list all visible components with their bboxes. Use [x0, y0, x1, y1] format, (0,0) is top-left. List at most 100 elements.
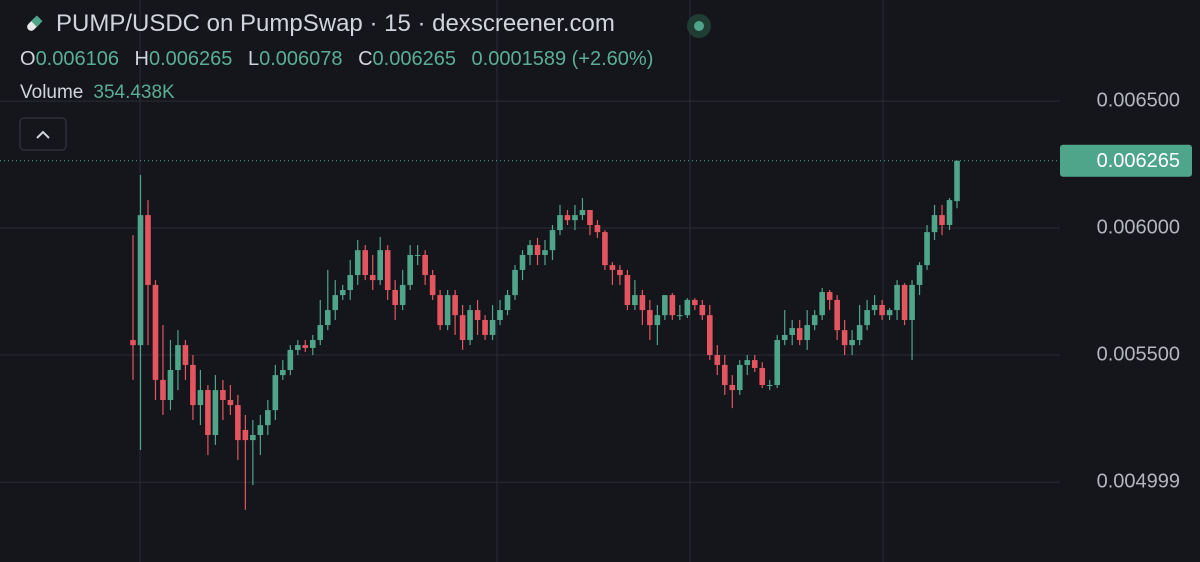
candle-body	[220, 390, 226, 400]
candle-body	[624, 275, 631, 305]
candle-body	[721, 364, 728, 385]
candle-body	[474, 310, 481, 320]
grid-verticals	[139, 0, 884, 562]
status-dot	[694, 21, 704, 31]
candle-body	[130, 340, 136, 346]
volume-label: Volume	[20, 82, 84, 103]
last-price-box	[1060, 144, 1192, 177]
candle-body	[519, 254, 526, 270]
candle-body	[452, 295, 458, 316]
legend-value: 0.006078	[259, 48, 343, 70]
candle-body	[849, 340, 855, 346]
candle-body	[227, 399, 234, 406]
candle-body	[662, 295, 668, 316]
candle-body	[309, 340, 316, 348]
candle-body	[759, 367, 766, 385]
chart-title: PUMP/USDC on PumpSwap · 15 · dexscreener…	[56, 10, 615, 37]
candle-body	[392, 290, 398, 305]
candle-body	[684, 299, 691, 316]
y-tick-label: 0.005500	[1097, 343, 1180, 365]
candle-body	[347, 275, 354, 291]
candle-body	[482, 319, 488, 335]
candle-body	[407, 254, 413, 285]
candle-body	[602, 232, 608, 266]
candle-body	[736, 364, 743, 391]
candle-body	[280, 370, 286, 376]
candle-body	[804, 325, 810, 341]
candle-body	[594, 225, 601, 233]
pair-icon	[27, 15, 43, 31]
candle-body	[819, 292, 825, 316]
candle-body	[489, 319, 496, 335]
candle-body	[429, 275, 436, 296]
candle-body	[362, 250, 369, 276]
candle-body	[557, 215, 563, 231]
candle-body	[901, 284, 908, 320]
y-tick-label: 0.006500	[1097, 89, 1180, 111]
legend-key: C	[358, 48, 373, 70]
candle-body	[182, 345, 189, 365]
candle-body	[647, 310, 653, 326]
candle-body	[909, 284, 915, 320]
candle-body	[766, 384, 773, 386]
candle-body	[167, 370, 174, 400]
y-tick-label: 0.006000	[1097, 216, 1180, 238]
change-pct: (+2.60%)	[571, 48, 654, 70]
candle-body	[707, 315, 713, 356]
candle-body	[894, 284, 900, 311]
candle-body	[946, 200, 953, 226]
legend-value: 0.006265	[149, 48, 233, 70]
candle-body	[444, 295, 451, 326]
candle-body	[190, 364, 196, 406]
legend-value: 0.006265	[372, 48, 456, 70]
candle-body	[699, 304, 706, 316]
candle-body	[339, 290, 346, 296]
candle-body	[257, 425, 264, 436]
candle-body	[579, 210, 586, 216]
candle-body	[677, 315, 683, 317]
y-tick-label: 0.004999	[1097, 471, 1180, 493]
candle-body	[399, 284, 406, 305]
collapse-button[interactable]	[19, 117, 67, 151]
candle-body	[459, 315, 466, 341]
candle-body	[632, 295, 638, 305]
ohlc-legend: O0.006106 H0.006265 L0.006078 C0.006265 …	[20, 48, 653, 71]
last-price-label: 0.006265	[1097, 150, 1180, 172]
candle-body	[137, 215, 144, 346]
candle-body	[197, 390, 204, 406]
legend-value: 0.006106	[35, 48, 119, 70]
candle-body	[205, 390, 211, 436]
candle-body	[864, 310, 870, 326]
volume-legend: Volume 354.438K	[20, 82, 175, 104]
candle-body	[572, 215, 578, 221]
candle-body	[669, 295, 676, 316]
candle-body	[295, 345, 301, 350]
candle-body	[744, 360, 751, 365]
candle-body	[879, 304, 885, 316]
candle-body	[152, 284, 159, 380]
candle-body	[145, 215, 151, 285]
candle-body	[789, 328, 795, 335]
volume-value: 354.438K	[93, 82, 175, 103]
candle-body	[886, 310, 893, 316]
candle-body	[609, 265, 616, 270]
candle-body	[856, 325, 863, 341]
candle-body	[617, 269, 623, 276]
candle-body	[954, 160, 960, 202]
candle-body	[834, 299, 840, 331]
candle-body	[939, 215, 945, 226]
candle-body	[639, 295, 646, 311]
candle-body	[422, 254, 428, 276]
candle-body	[512, 269, 518, 296]
candle-body	[242, 429, 249, 441]
candle-body	[332, 295, 339, 311]
candle-body	[527, 245, 533, 255]
candle-body	[841, 330, 848, 346]
candle-body	[549, 230, 556, 251]
candle-body	[931, 215, 938, 233]
candle-body	[302, 345, 309, 348]
legend-key: L	[247, 48, 260, 70]
candle-body	[212, 390, 219, 436]
candle-body	[916, 265, 923, 285]
